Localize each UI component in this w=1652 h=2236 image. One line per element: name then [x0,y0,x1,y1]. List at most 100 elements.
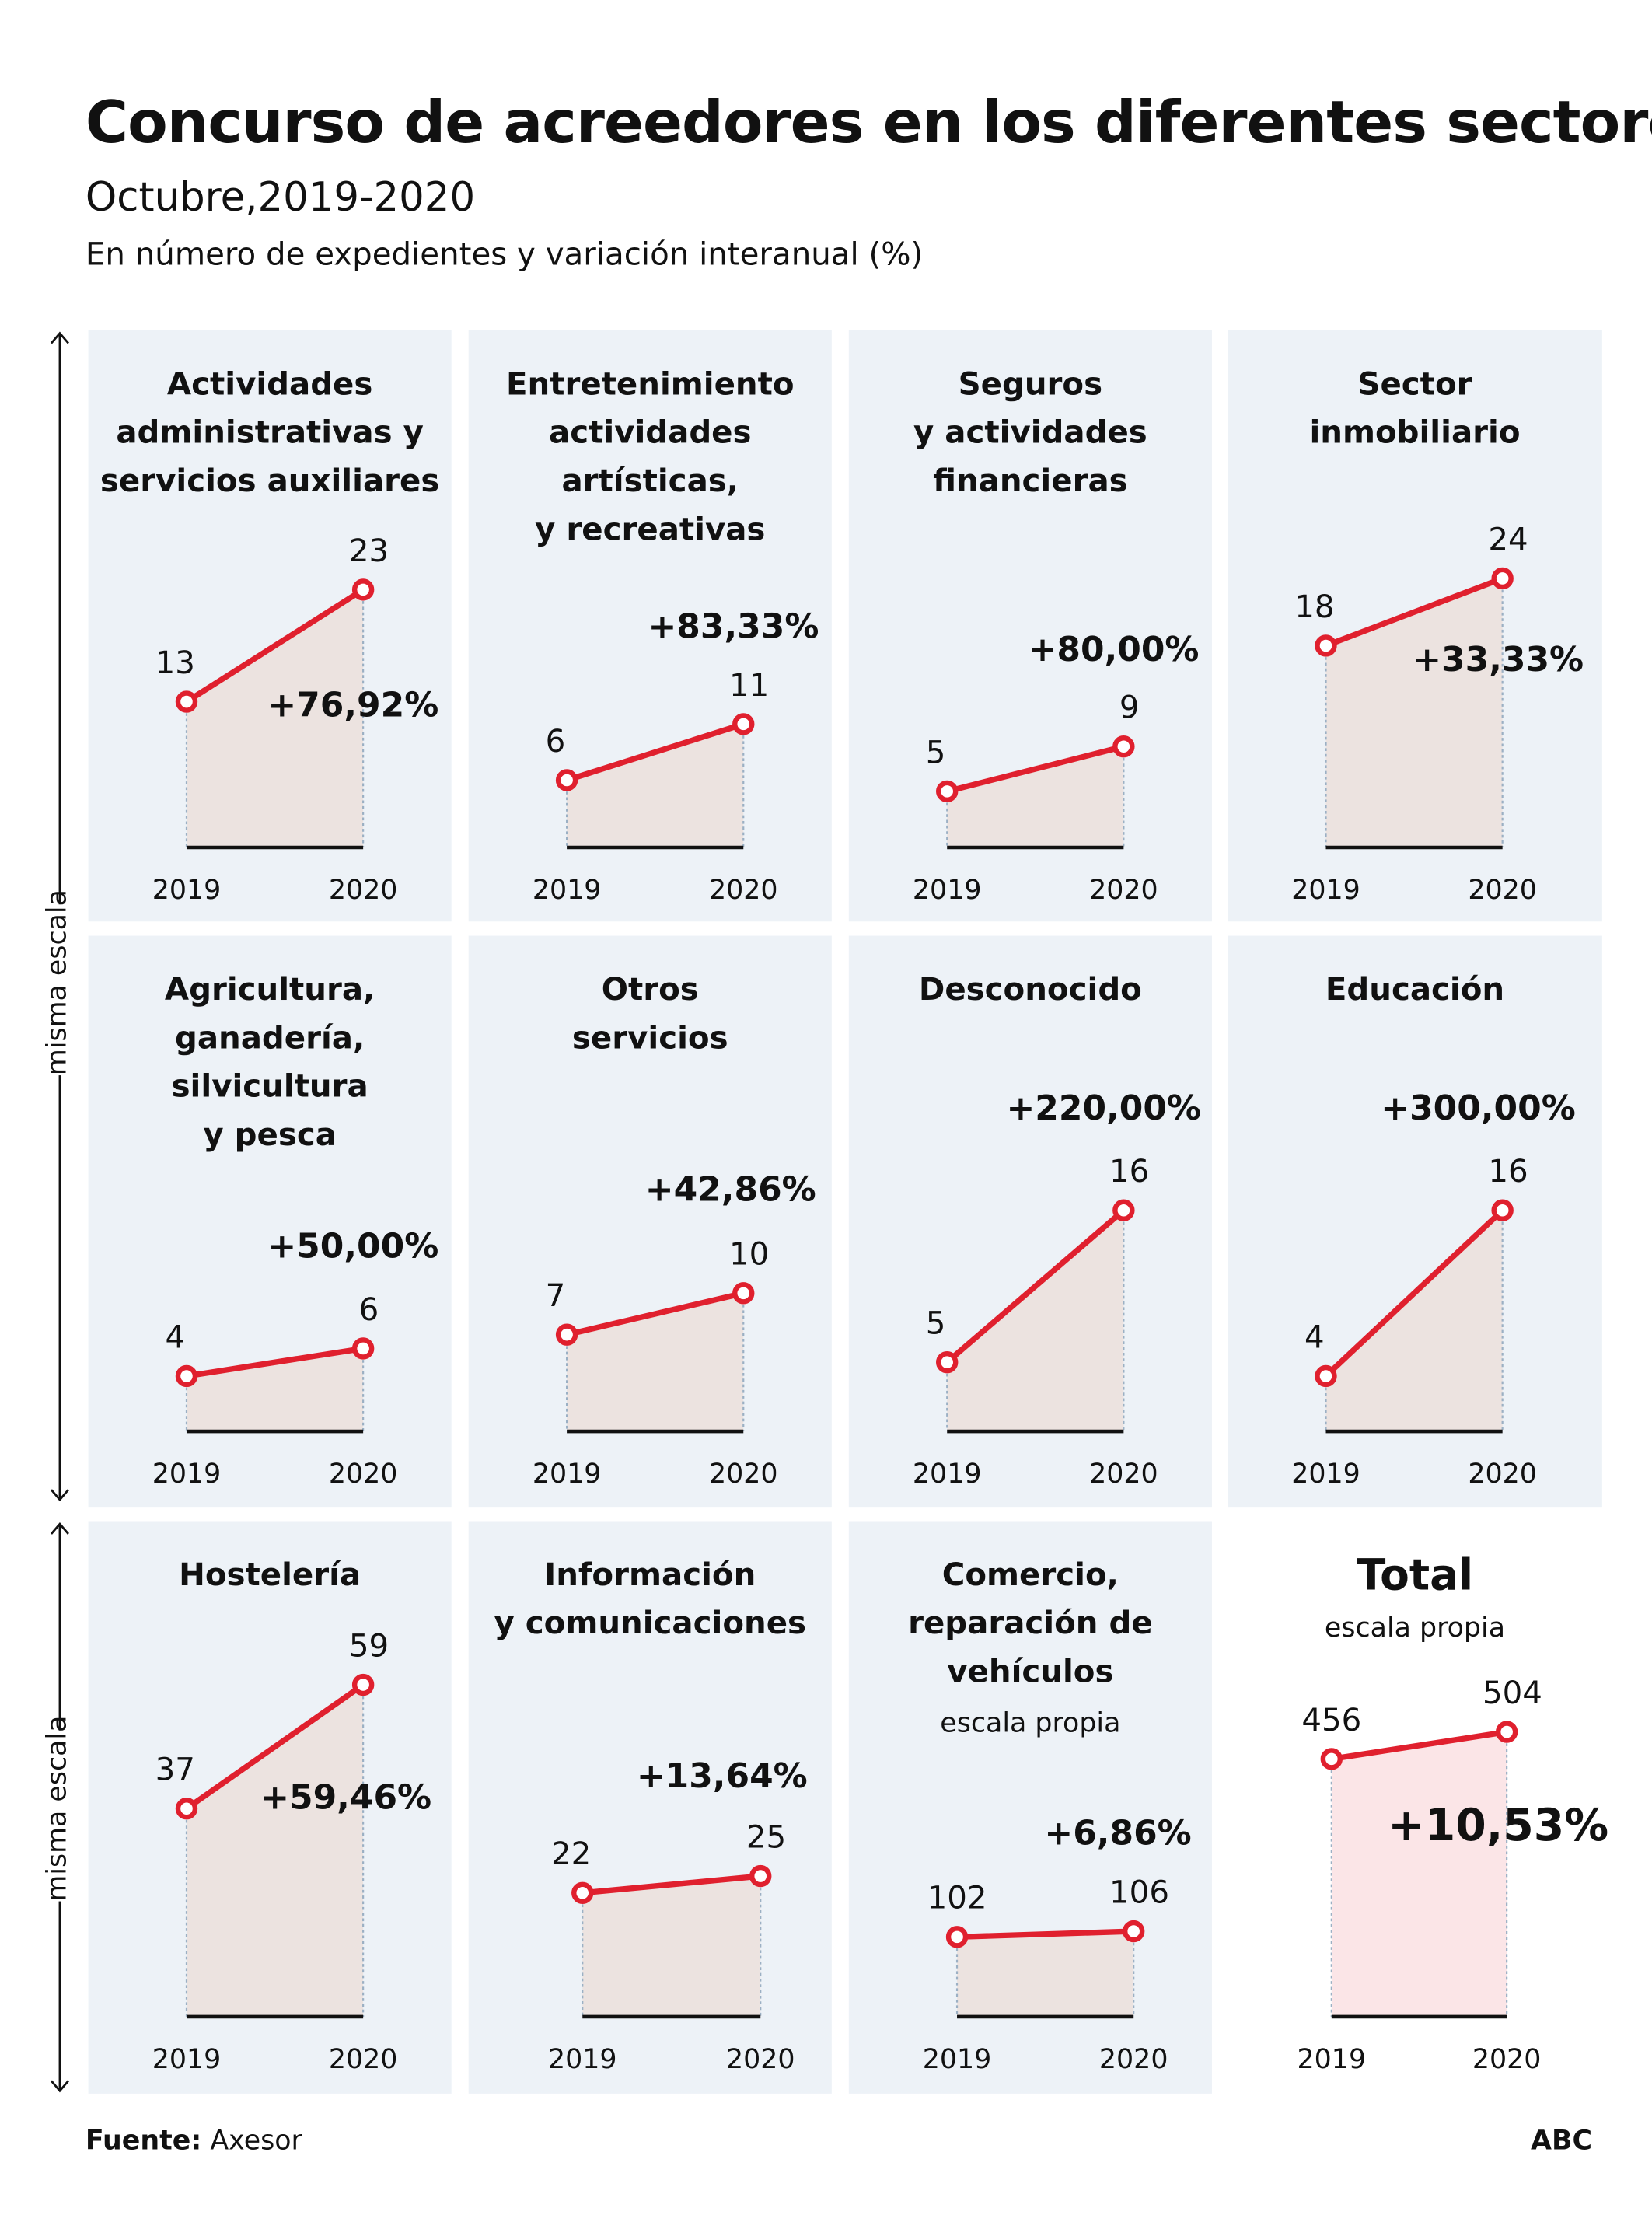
data-point-2020 [749,1864,772,1888]
panel-title: Sector inmobiliario [1309,367,1521,452]
value-label-2019: 102 [927,1880,987,1916]
value-label-2019: 7 [546,1277,566,1314]
data-point-2019 [175,690,198,713]
source-label: Fuente: [85,2125,202,2157]
series-line [566,1290,745,1338]
change-label: +6,86% [1044,1813,1191,1853]
data-point-2020 [1112,1199,1135,1221]
data-point-2020 [1495,1721,1518,1743]
page-description: En número de expedientes y variación int… [85,237,924,274]
area-fill [1331,1731,1507,2017]
area-fill [567,724,744,847]
series-line [1331,1728,1507,1763]
x-tick-label-2020: 2020 [329,875,398,906]
change-label: +59,46% [260,1778,431,1818]
area-fill [567,1293,744,1432]
value-label-2020: 9 [1119,690,1140,726]
x-tick-label-2019: 2019 [913,1459,982,1490]
chart-panel: Actividades administrativas y servicios … [88,330,452,922]
change-label: +50,00% [267,1227,438,1266]
panel-scale-note: escala propia [1324,1612,1506,1644]
x-tick-label-2019: 2019 [1298,2044,1367,2075]
series-line [956,1928,1134,1941]
area-fill [582,1876,761,2017]
panel-title: Actividades administrativas y servicios … [100,367,440,500]
data-point-2019 [175,1798,198,1820]
change-label: +76,92% [267,685,438,725]
series-line [946,743,1125,795]
data-point-2020 [732,1282,755,1305]
arrow-up-icon [50,1522,69,1535]
panel-title: Educación [1325,973,1505,1008]
arrow-down-icon [50,2080,69,2093]
area-fill [1325,578,1503,847]
data-point-2019 [936,1351,959,1374]
x-tick-label-2019: 2019 [548,2044,617,2075]
value-label-2019: 22 [551,1836,591,1872]
data-point-2020 [1112,735,1135,758]
data-point-2019 [1315,634,1337,657]
change-label: +33,33% [1413,640,1584,680]
x-tick-label-2019: 2019 [152,2044,222,2075]
value-label-2020: 16 [1488,1153,1528,1190]
x-tick-label-2020: 2020 [1089,875,1158,906]
data-point-2020 [351,578,375,601]
area-fill [186,1685,364,2017]
source-value: Axesor [210,2125,302,2157]
data-point-2020 [351,1337,375,1360]
data-point-2020 [351,1673,375,1696]
arrow-up-icon [50,331,69,344]
side-label-scale-row-3: misma escala [33,1716,82,1902]
data-point-2019 [936,780,959,803]
panel-title: Otros servicios [571,973,728,1057]
x-tick-label-2019: 2019 [913,875,982,906]
change-label: +220,00% [1006,1088,1200,1128]
data-point-2019 [571,1881,594,1904]
change-label: +10,53% [1388,1800,1608,1851]
series-line [945,1207,1126,1364]
value-label-2020: 16 [1109,1153,1149,1190]
value-label-2019: 456 [1301,1702,1361,1738]
panel-title: Entretenimiento actividades artísticas, … [505,367,795,549]
x-tick-label-2020: 2020 [726,2044,795,2075]
panel-title: Comercio, reparación de vehículos [908,1558,1153,1691]
x-tick-label-2019: 2019 [152,1459,222,1490]
value-label-2020: 59 [349,1627,389,1664]
value-label-2020: 23 [349,533,389,569]
data-point-2019 [1315,1364,1337,1388]
data-point-2019 [555,769,578,791]
x-tick-label-2020: 2020 [1468,875,1537,906]
x-tick-label-2020: 2020 [329,2044,398,2075]
x-tick-label-2020: 2020 [1472,2044,1542,2075]
value-label-2020: 11 [729,667,769,704]
value-label-2019: 37 [155,1752,195,1788]
x-tick-label-2020: 2020 [329,1459,398,1490]
series-line [186,1345,364,1379]
value-label-2019: 4 [166,1319,186,1355]
value-label-2020: 106 [1109,1874,1169,1910]
change-label: +300,00% [1381,1088,1575,1128]
data-point-2019 [175,1364,198,1388]
x-tick-label-2020: 2020 [709,875,778,906]
change-label: +83,33% [648,607,819,647]
chart-panel: Comercio, reparación de vehículos escala … [848,1521,1212,2094]
value-label-2020: 504 [1483,1675,1542,1711]
series-line [184,1682,365,1812]
page-title: Concurso de acreedores en los diferentes… [85,88,1652,157]
x-tick-label-2020: 2020 [1099,2044,1168,2075]
source-note: Fuente: Axesor [86,2125,302,2156]
x-tick-label-2020: 2020 [1468,1459,1537,1490]
series-line [185,587,365,704]
x-tick-label-2019: 2019 [533,875,602,906]
data-point-2020 [1491,1199,1514,1221]
series-line [582,1873,761,1896]
x-tick-label-2019: 2019 [1291,875,1360,906]
value-label-2019: 4 [1304,1319,1325,1355]
value-label-2019: 5 [926,734,946,770]
x-tick-label-2019: 2019 [1291,1459,1360,1490]
value-label-2020: 24 [1488,521,1528,557]
data-point-2020 [732,713,755,735]
panel-title: Agricultura, ganadería, silvicultura y p… [164,973,375,1154]
